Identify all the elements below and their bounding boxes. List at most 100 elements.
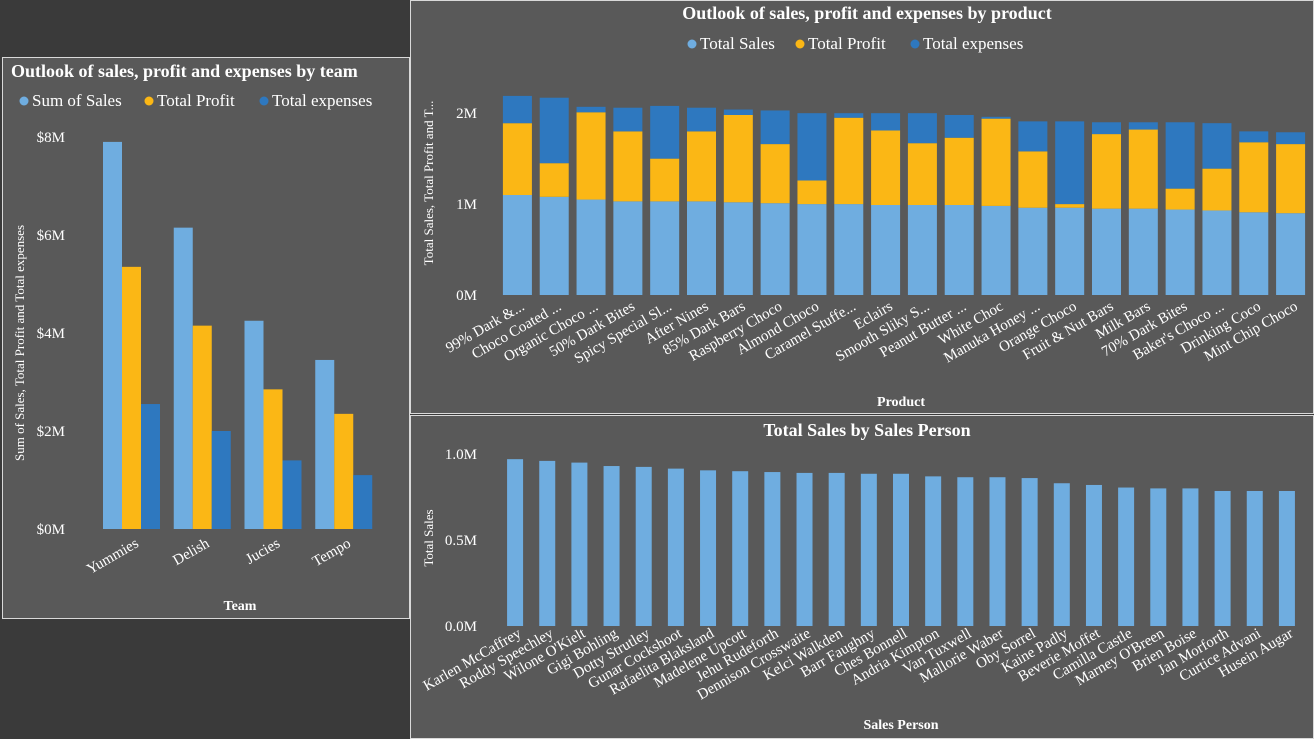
stacked-bar-segment-0 — [760, 203, 790, 295]
stacked-bar-segment-1 — [613, 131, 643, 202]
stacked-bar-segment-1 — [981, 118, 1011, 206]
chart-title: Outlook of sales, profit and expenses by… — [682, 3, 1051, 23]
stacked-bar-segment-0 — [502, 195, 532, 295]
stacked-bar-segment-0 — [539, 196, 569, 295]
bar-tempo-0 — [315, 359, 335, 529]
y-tick-label: 2M — [456, 106, 477, 122]
bar-salesperson — [957, 477, 974, 626]
bar-salesperson — [925, 476, 942, 626]
bar-jucies-1 — [263, 389, 283, 529]
bar-salesperson — [507, 459, 524, 626]
y-tick-label: 1.0M — [445, 447, 477, 463]
bar-salesperson — [1278, 490, 1295, 626]
salesperson-chart-svg: Total Sales by Sales Person 0.0M 0.5M 1.0M T… — [421, 420, 1296, 733]
stacked-bar-segment-0 — [944, 205, 974, 295]
stacked-bar-segment-0 — [613, 201, 643, 295]
x-axis-title: Product — [877, 395, 925, 410]
stacked-bar-segment-1 — [1239, 142, 1269, 213]
stacked-bar-segment-0 — [650, 201, 680, 295]
bar-delish-0 — [173, 227, 193, 529]
legend-label: Total Sales — [700, 34, 775, 53]
product-chart-svg: Outlook of sales, profit and expenses by… — [421, 3, 1306, 410]
legend-marker — [687, 39, 697, 49]
stacked-bar-segment-2 — [613, 107, 643, 132]
stacked-bar-segment-0 — [834, 204, 864, 295]
stacked-bar-segment-1 — [1165, 188, 1195, 210]
salesperson-chart-panel: Total Sales by Sales Person 0.0M 0.5M 1.0M T… — [410, 415, 1314, 739]
legend-marker — [795, 39, 805, 49]
stacked-bar-segment-0 — [1092, 208, 1121, 295]
stacked-bar-segment-0 — [797, 204, 827, 295]
stacked-bar-segment-2 — [1165, 122, 1195, 189]
x-tick-label: Tempo — [310, 536, 354, 571]
stacked-bar-segment-0 — [1239, 212, 1269, 295]
stacked-bar-segment-2 — [687, 107, 716, 132]
bar-salesperson — [1053, 483, 1070, 626]
x-tick-label: Yummies — [84, 536, 141, 578]
bar-salesperson — [1182, 488, 1199, 626]
bar-jucies-0 — [244, 320, 264, 529]
stacked-bar-segment-0 — [723, 202, 753, 295]
stacked-bar-segment-2 — [1276, 132, 1306, 145]
stacked-bar-segment-1 — [539, 163, 569, 197]
y-axis-title: Sum of Sales, Total Profit and Total exp… — [12, 225, 27, 461]
bar-salesperson — [571, 462, 588, 626]
bar-salesperson — [1214, 490, 1231, 626]
y-tick-label: $0M — [37, 522, 65, 538]
stacked-bar-segment-2 — [944, 115, 974, 138]
bar-salesperson — [989, 477, 1006, 626]
bar-salesperson — [1085, 484, 1102, 626]
stacked-bar-segment-0 — [981, 205, 1011, 295]
bar-salesperson — [1021, 478, 1038, 626]
product-chart-panel: Outlook of sales, profit and expenses by… — [410, 0, 1314, 414]
chart-title: Total Sales by Sales Person — [763, 420, 970, 440]
team-chart-panel: Outlook of sales, profit and expenses by… — [2, 57, 410, 619]
stacked-bar-segment-1 — [576, 112, 606, 200]
stacked-bar-segment-1 — [1092, 134, 1121, 209]
stacked-bar-segment-0 — [1202, 210, 1232, 295]
stacked-bar-segment-2 — [650, 105, 680, 159]
bar-salesperson — [1246, 490, 1263, 626]
stacked-bar-segment-2 — [1055, 121, 1085, 205]
stacked-bar-segment-2 — [576, 106, 606, 113]
stacked-bar-segment-0 — [871, 205, 901, 295]
stacked-bar-segment-2 — [907, 113, 937, 144]
stacked-bar-segment-0 — [1018, 207, 1048, 295]
stacked-bar-segment-1 — [1276, 144, 1306, 214]
x-tick-label: Delish — [170, 535, 212, 569]
stacked-bar-segment-2 — [834, 113, 864, 118]
stacked-bar-segment-1 — [650, 158, 680, 202]
legend-label: Total Profit — [808, 34, 886, 53]
stacked-bar-segment-2 — [871, 113, 901, 131]
bar-salesperson — [603, 466, 620, 626]
stacked-bar-segment-2 — [1092, 122, 1121, 135]
stacked-bar-segment-1 — [502, 123, 532, 195]
stacked-bar-segment-1 — [1202, 168, 1232, 211]
y-tick-label: 0M — [456, 288, 477, 304]
stacked-bar-segment-1 — [834, 117, 864, 205]
legend-label: Sum of Sales — [32, 91, 122, 110]
bar-salesperson — [732, 471, 749, 626]
y-tick-label: $2M — [37, 424, 65, 440]
stacked-bar-segment-1 — [723, 115, 753, 203]
stacked-bar-segment-2 — [1018, 121, 1048, 152]
y-tick-label: 0.5M — [445, 533, 477, 549]
stacked-bar-segment-2 — [723, 109, 753, 115]
bar-jucies-2 — [282, 460, 302, 529]
stacked-bar-segment-1 — [797, 180, 827, 205]
legend-marker — [19, 96, 29, 106]
legend-marker — [910, 39, 920, 49]
stacked-bar-segment-2 — [1202, 123, 1232, 169]
y-tick-label: $4M — [37, 326, 65, 342]
stacked-bar-segment-1 — [687, 131, 716, 202]
stacked-bar-segment-1 — [907, 143, 937, 205]
bar-salesperson — [893, 473, 909, 626]
stacked-bar-segment-1 — [944, 137, 974, 205]
team-chart-svg: Outlook of sales, profit and expenses by… — [11, 61, 372, 614]
stacked-bar-segment-1 — [760, 144, 790, 204]
y-tick-label: 0.0M — [445, 619, 477, 635]
stacked-bar-segment-1 — [1055, 204, 1085, 208]
stacked-bar-segment-2 — [760, 110, 790, 145]
stacked-bar-segment-0 — [907, 205, 937, 295]
stacked-bar-segment-1 — [871, 130, 901, 205]
